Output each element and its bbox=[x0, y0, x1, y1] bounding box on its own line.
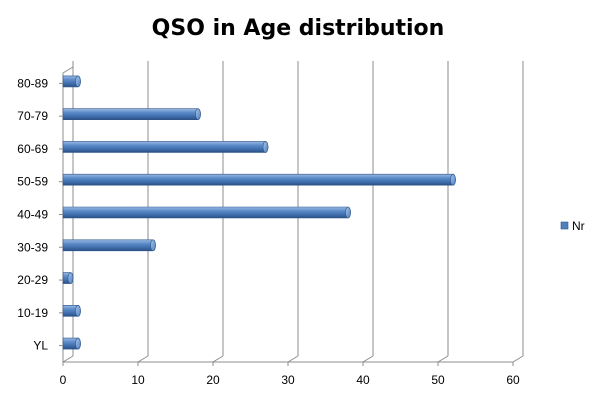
bar bbox=[62, 305, 81, 317]
bar-cap bbox=[150, 239, 156, 252]
bar-body bbox=[62, 141, 269, 153]
y-tick-label: 20-29 bbox=[17, 273, 48, 287]
x-tick-label: 10 bbox=[131, 373, 145, 387]
floor-gridline bbox=[287, 355, 299, 363]
chart-title: QSO in Age distribution bbox=[152, 16, 445, 41]
y-tick-label: 80-89 bbox=[17, 76, 48, 90]
bar-body bbox=[62, 239, 156, 252]
bar-body bbox=[62, 206, 351, 219]
y-tick-label: 40-49 bbox=[17, 208, 48, 222]
y-tick-label: 10-19 bbox=[17, 306, 48, 320]
floor-gridline bbox=[437, 355, 449, 363]
y-tick-label: YL bbox=[33, 339, 48, 353]
y-tick-label: 30-39 bbox=[17, 240, 48, 254]
x-tick-label: 40 bbox=[356, 373, 370, 387]
bar-cap bbox=[75, 305, 81, 317]
floor-gridline bbox=[512, 355, 524, 363]
floor-gridline bbox=[212, 355, 224, 363]
bar bbox=[62, 206, 351, 219]
bar bbox=[62, 239, 156, 252]
bar-cap bbox=[195, 108, 201, 120]
bar bbox=[62, 337, 81, 350]
x-axis-labels: 0 10 20 30 40 50 60 bbox=[60, 362, 520, 387]
bar-cap bbox=[75, 337, 81, 350]
floor-gridline bbox=[62, 355, 74, 363]
y-axis-labels: YL 10-19 20-29 30-39 40-49 50-59 60-69 70-79 80-… bbox=[17, 76, 63, 353]
bar bbox=[62, 108, 201, 120]
bar-cap bbox=[450, 173, 456, 186]
floor-gridline bbox=[137, 355, 149, 363]
legend: Nr bbox=[560, 219, 585, 233]
bar-cap bbox=[262, 141, 269, 153]
x-tick-label: 50 bbox=[431, 373, 445, 387]
bar bbox=[62, 75, 81, 88]
bar-body bbox=[62, 108, 201, 120]
bar bbox=[62, 141, 269, 153]
depth-edge bbox=[62, 66, 74, 74]
x-tick-label: 60 bbox=[506, 373, 520, 387]
bar-cap bbox=[75, 75, 81, 88]
bar-series bbox=[62, 75, 456, 350]
legend-label: Nr bbox=[572, 219, 585, 233]
x-tick-label: 20 bbox=[206, 373, 220, 387]
floor-gridline bbox=[362, 355, 374, 363]
bar-cap bbox=[67, 272, 74, 284]
y-tick-label: 60-69 bbox=[17, 142, 48, 156]
bar bbox=[62, 272, 74, 284]
legend-swatch bbox=[560, 221, 569, 230]
bar-body bbox=[62, 173, 456, 186]
bar bbox=[62, 173, 456, 186]
y-tick-label: 70-79 bbox=[17, 109, 48, 123]
x-tick-label: 0 bbox=[60, 373, 67, 387]
bar-cap bbox=[345, 206, 351, 219]
y-tick-label: 50-59 bbox=[17, 175, 48, 189]
x-tick-label: 30 bbox=[281, 373, 295, 387]
